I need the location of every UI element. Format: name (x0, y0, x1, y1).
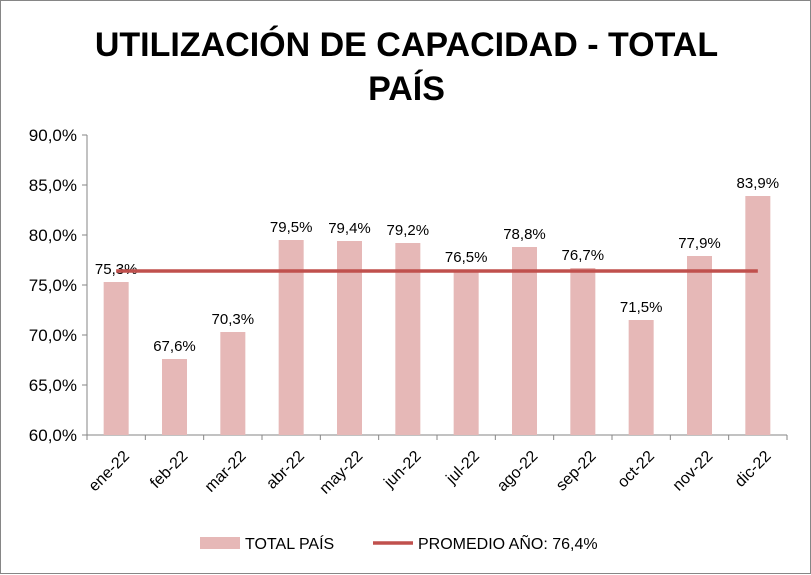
y-tick-label: 60,0% (29, 426, 77, 445)
x-tick-label: feb-22 (147, 448, 191, 492)
bar-jun-22 (395, 243, 421, 435)
data-label: 79,5% (270, 219, 313, 236)
x-tick-label: nov-22 (670, 448, 717, 495)
bar-jul-22 (453, 270, 479, 435)
legend-label-total: TOTAL PAÍS (245, 534, 334, 553)
x-tick-label: oct-22 (615, 448, 659, 492)
legend-swatch-total (200, 537, 240, 549)
bar-oct-22 (628, 320, 654, 435)
x-tick-label: sep-22 (553, 448, 600, 495)
chart-title: UTILIZACIÓN DE CAPACIDAD - TOTAL PAÍS (1, 23, 811, 111)
bar-mar-22 (220, 332, 246, 435)
title-line-2: PAÍS (368, 70, 445, 108)
title-line-1: UTILIZACIÓN DE CAPACIDAD - TOTAL (94, 26, 719, 64)
data-label: 77,9% (678, 235, 721, 252)
y-tick-label: 75,0% (29, 276, 77, 295)
y-tick-label: 85,0% (29, 176, 77, 195)
y-tick-label: 65,0% (29, 376, 77, 395)
y-tick-label: 80,0% (29, 226, 77, 245)
data-label: 79,4% (328, 220, 371, 237)
data-label: 70,3% (212, 311, 255, 328)
data-label: 71,5% (620, 299, 663, 316)
bar-ago-22 (512, 247, 537, 435)
y-tick-label: 90,0% (29, 126, 77, 145)
data-label: 76,7% (562, 247, 605, 264)
bar-nov-22 (687, 256, 712, 435)
data-label: 76,5% (445, 249, 488, 266)
x-tick-label: jun-22 (380, 448, 424, 492)
x-tick-label: abr-22 (263, 448, 308, 493)
x-tick-label: ene-22 (86, 448, 133, 495)
bar-may-22 (337, 241, 362, 435)
x-tick-label: jul-22 (443, 448, 483, 488)
x-tick-label: ago-22 (494, 448, 541, 495)
y-tick-label: 70,0% (29, 326, 77, 345)
bar-feb-22 (162, 359, 187, 435)
data-label: 67,6% (153, 338, 196, 355)
bar-sep-22 (570, 268, 596, 435)
x-tick-label: dic-22 (732, 448, 775, 491)
bar-ene-22 (103, 282, 129, 435)
bar-dic-22 (745, 196, 771, 435)
data-label: 83,9% (737, 175, 780, 192)
data-label: 79,2% (387, 222, 430, 239)
x-tick-label: may-22 (317, 448, 367, 498)
x-tick-label: mar-22 (202, 448, 250, 496)
legend-label-average: PROMEDIO AÑO: 76,4% (418, 533, 598, 553)
data-label: 78,8% (503, 226, 546, 243)
